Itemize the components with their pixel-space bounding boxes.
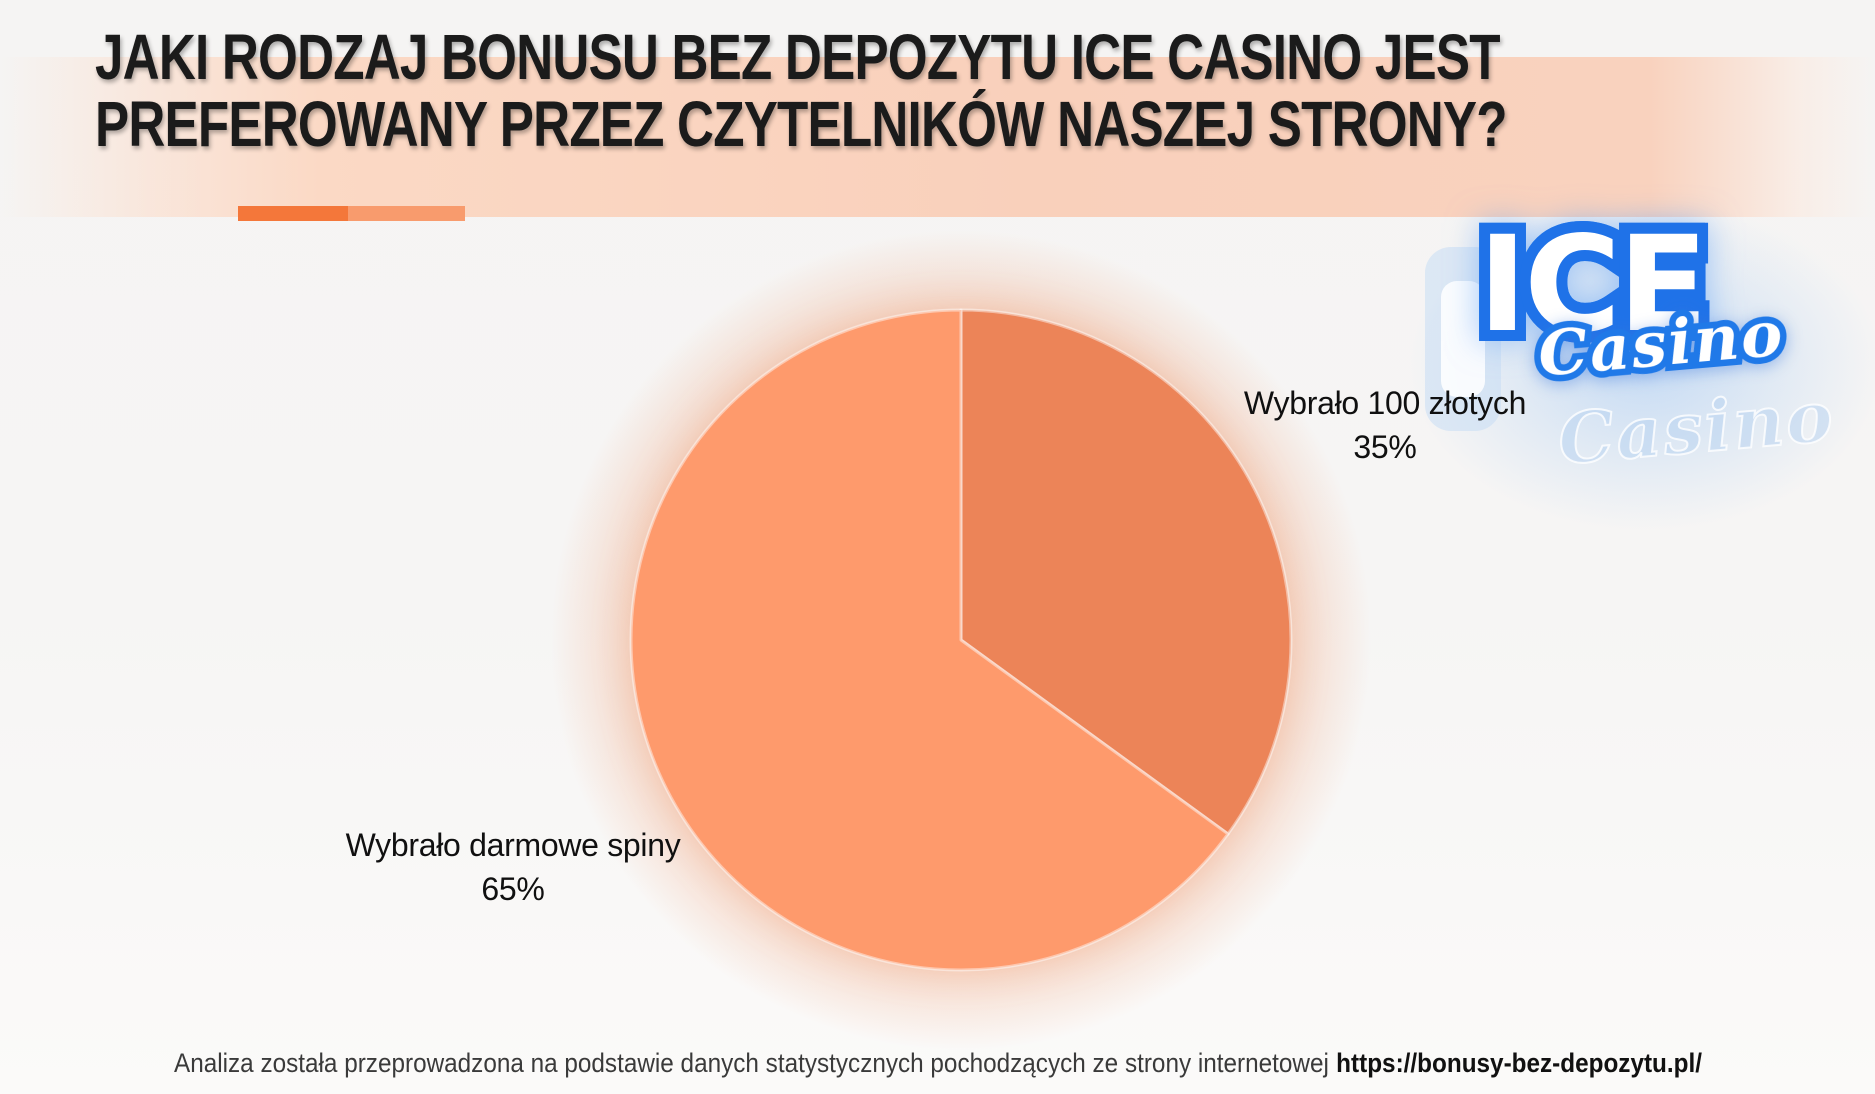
logo-ice-text: ICE <box>1478 208 1708 362</box>
pie-label-darmowe-spiny: Wybrało darmowe spiny 65% <box>346 823 681 911</box>
pie-label-100-zlotych-text: Wybrało 100 złotych <box>1243 385 1527 421</box>
pie-label-100-zlotych: Wybrało 100 złotych 35% <box>1244 381 1526 469</box>
footer-note: Analiza została przeprowadzona na podsta… <box>173 1048 1701 1079</box>
logo-casino-watermark: Casino <box>1554 373 1839 482</box>
ice-casino-logo: ICE ICE Casino Casino Casino <box>1420 199 1850 498</box>
logo-ice-outline: ICE <box>1467 199 1719 371</box>
logo-ghost-block-inner <box>1441 281 1485 397</box>
pie-slice-65pct <box>629 308 1230 972</box>
footer-url: https://bonusy-bez-depozytu.pl/ <box>1335 1048 1702 1078</box>
pie-chart-svg <box>629 308 1293 972</box>
title-line-2: PREFEROWANY PRZEZ CZYTELNIKÓW NASZEJ STR… <box>95 88 1508 160</box>
logo-ghost-block <box>1425 247 1501 431</box>
page-title: JAKI RODZAJ BONUSU BEZ DEPOZYTU ICE CASI… <box>95 21 1508 160</box>
pie-label-100-zlotych-value: 35% <box>1353 429 1417 465</box>
pie-slice-35pct <box>959 308 1293 836</box>
accent-bar-light <box>348 206 465 221</box>
title-line-1: JAKI RODZAJ BONUSU BEZ DEPOZYTU ICE CASI… <box>95 21 1500 93</box>
pie-label-darmowe-spiny-value: 65% <box>481 871 545 907</box>
accent-bar-dark <box>238 206 348 221</box>
pie-label-darmowe-spiny-text: Wybrało darmowe spiny <box>345 827 681 863</box>
header-band <box>0 57 1875 217</box>
logo-ice: ICE ICE <box>1467 199 1719 371</box>
footer-text: Analiza została przeprowadzona na podsta… <box>173 1048 1329 1078</box>
